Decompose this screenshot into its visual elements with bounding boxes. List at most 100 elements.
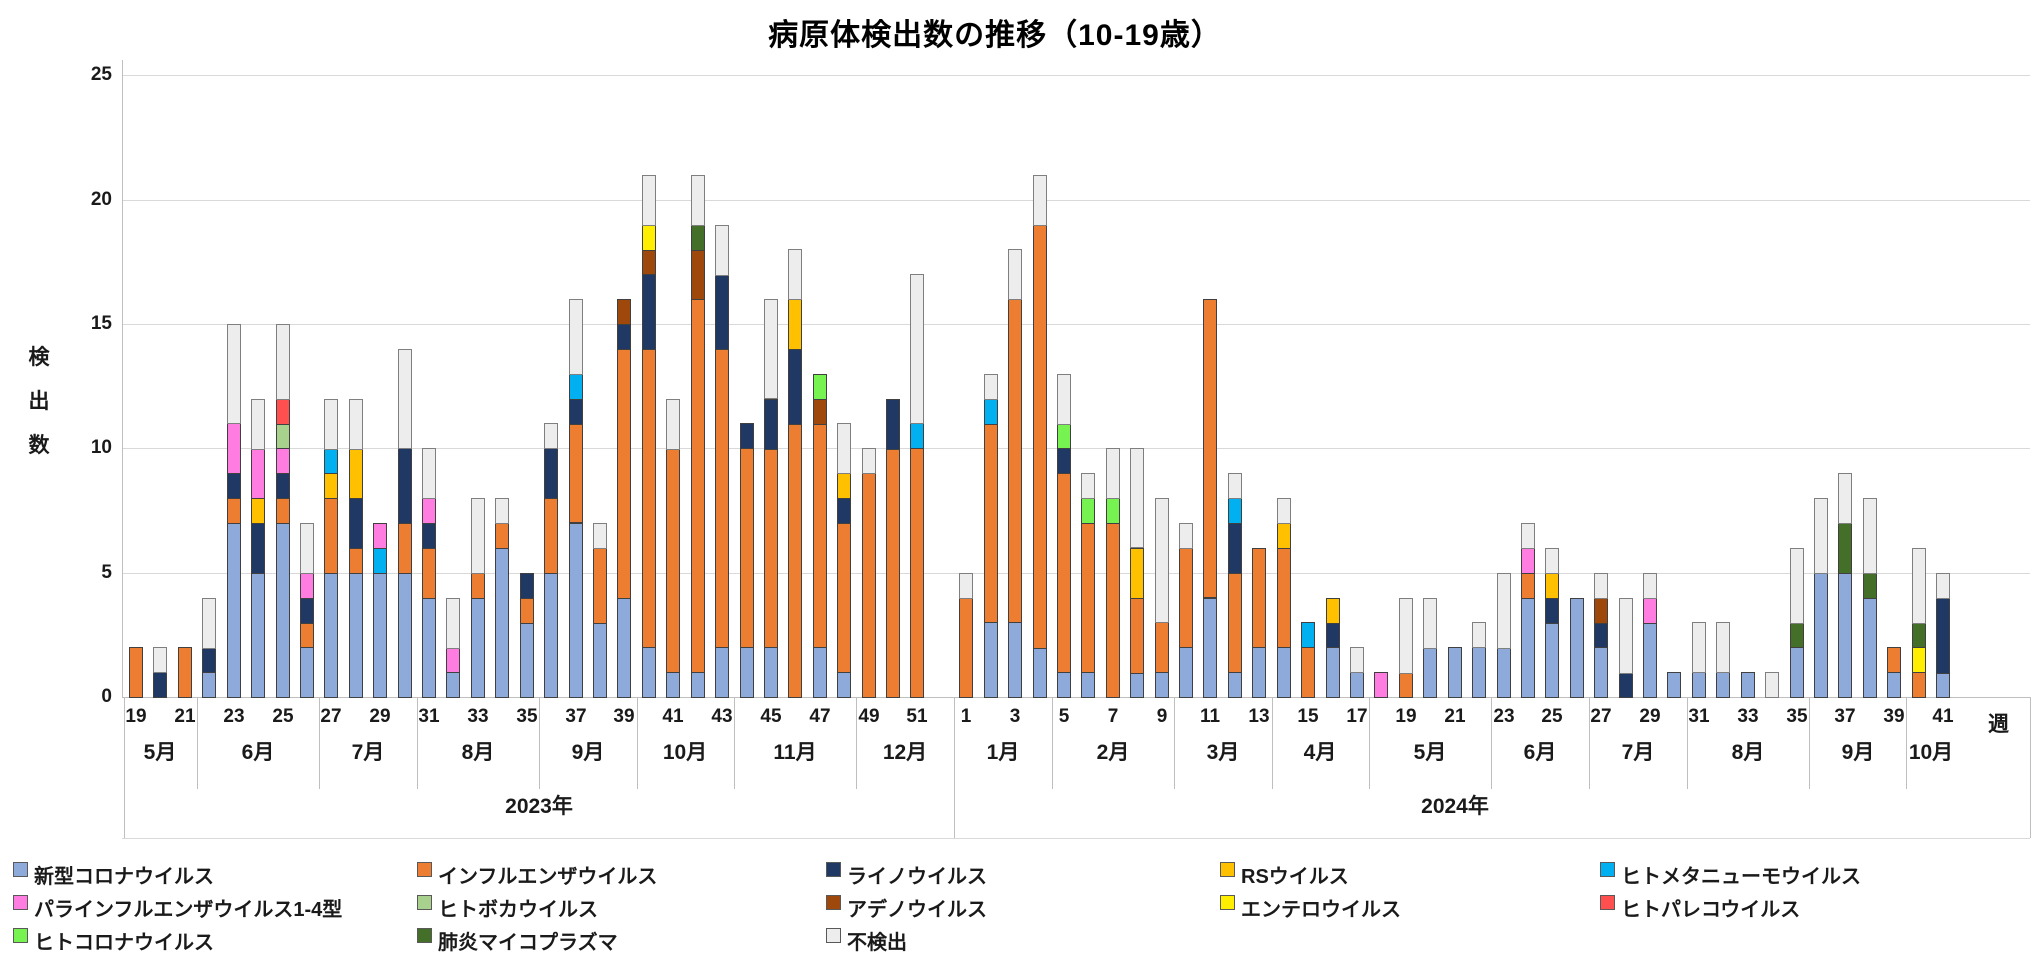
bar-segment-none [1106, 448, 1120, 499]
bar-segment-covid [544, 573, 558, 698]
bar-segment-flu [764, 448, 778, 648]
week-tick-label: 31 [418, 706, 440, 727]
month-label: 11月 [773, 741, 817, 764]
month-label: 1月 [986, 741, 1020, 764]
bar-segment-hmpv [324, 448, 338, 474]
bar-segment-covid [1423, 647, 1437, 698]
bar-segment-covid [1326, 647, 1340, 698]
bar-segment-rhino [1619, 672, 1633, 698]
bar-segment-flu [740, 448, 754, 648]
bar-segment-covid [495, 548, 509, 698]
month-separator [734, 697, 735, 789]
bar-segment-none [1033, 175, 1047, 226]
week-tick-label: 45 [760, 706, 782, 727]
month-label: 4月 [1303, 741, 1337, 764]
legend-label-myco: 肺炎マイコプラズマ [438, 932, 618, 954]
bar-segment-covid [1081, 672, 1095, 698]
legend-label-boca: ヒトボカウイルス [438, 899, 598, 921]
month-separator [417, 697, 418, 789]
bar-segment-flu [910, 448, 924, 698]
bar-segment-flu [276, 498, 290, 524]
bar-segment-none [1081, 473, 1095, 499]
bar-segment-rhino [422, 523, 436, 549]
legend-swatch-adeno [826, 895, 841, 910]
bar-segment-rhino [202, 647, 216, 673]
bar-segment-covid [1350, 672, 1364, 698]
bar-segment-rhino [764, 399, 778, 450]
x-axis-unit-label: 週 [1988, 713, 2009, 736]
bar-segment-para [1374, 672, 1388, 698]
bar-segment-none [446, 598, 460, 649]
legend-swatch-entero [1220, 895, 1235, 910]
legend-swatch-myco [417, 928, 432, 943]
bar-segment-para [1643, 598, 1657, 624]
legend-swatch-none [826, 928, 841, 943]
month-label: 9月 [1841, 741, 1875, 764]
bar-segment-covid [691, 672, 705, 698]
bar-segment-flu [569, 423, 583, 523]
bar-segment-none [862, 448, 876, 474]
year-separator [954, 697, 955, 838]
week-tick-label: 41 [662, 706, 684, 727]
bar-segment-none [153, 647, 167, 673]
month-separator [1589, 697, 1590, 789]
chart-title: 病原体検出数の推移（10-19歳） [768, 19, 1222, 52]
bar-segment-none [764, 299, 778, 399]
bar-segment-none [471, 498, 485, 574]
bar-segment-flu [715, 349, 729, 648]
bar-segment-none [1350, 647, 1364, 673]
bar-segment-covid [1008, 622, 1022, 698]
week-tick-label: 27 [320, 706, 342, 727]
bar-segment-rhino [715, 274, 729, 350]
legend-swatch-para [13, 895, 28, 910]
bar-segment-flu [1106, 523, 1120, 698]
bar-segment-none [1692, 622, 1706, 673]
bar-segment-hcov [1081, 498, 1095, 524]
bar-segment-none [715, 225, 729, 276]
y-tick-label: 25 [90, 64, 112, 85]
legend-label-pareco: ヒトパレコウイルス [1621, 899, 1801, 921]
bar-segment-flu [1399, 672, 1413, 698]
bar-segment-covid [1277, 647, 1291, 698]
bar-segment-hmpv [910, 423, 924, 449]
week-tick-label: 19 [1395, 706, 1417, 727]
bar-segment-rhino [1594, 622, 1608, 648]
bar-segment-none [666, 399, 680, 450]
bar-segment-myco [1838, 523, 1852, 574]
legend-swatch-hmpv [1600, 862, 1615, 877]
month-label: 6月 [241, 741, 275, 764]
bar-segment-none [1130, 448, 1144, 548]
bar-segment-covid [642, 647, 656, 698]
week-tick-label: 29 [369, 706, 391, 727]
week-tick-label: 29 [1639, 706, 1661, 727]
bar-segment-rhino [398, 448, 412, 524]
bar-segment-none [1790, 548, 1804, 624]
bar-segment-covid [715, 647, 729, 698]
bar-segment-flu [1179, 548, 1193, 648]
bar-segment-covid [1814, 573, 1828, 698]
bar-segment-myco [691, 225, 705, 251]
bar-segment-covid [764, 647, 778, 698]
bar-segment-none [910, 274, 924, 424]
week-tick-label: 33 [467, 706, 489, 727]
week-tick-label: 23 [1493, 706, 1515, 727]
bar-segment-rs [324, 473, 338, 499]
gridline [122, 448, 2030, 449]
bar-segment-none [1545, 548, 1559, 574]
bar-segment-para [276, 448, 290, 474]
bar-segment-flu [1301, 647, 1315, 698]
bar-segment-none [984, 374, 998, 400]
bar-segment-covid [300, 647, 314, 698]
bar-segment-none [1912, 548, 1926, 624]
bar-segment-rs [1277, 523, 1291, 549]
legend-label-adeno: アデノウイルス [847, 899, 987, 921]
bar-segment-flu [1277, 548, 1291, 648]
bar-segment-covid [251, 573, 265, 698]
bar-segment-flu [544, 498, 558, 574]
bar-segment-covid [837, 672, 851, 698]
bar-segment-covid [446, 672, 460, 698]
legend-swatch-boca [417, 895, 432, 910]
x-axis-line [122, 697, 2030, 698]
legend-label-hmpv: ヒトメタニューモウイルス [1621, 866, 1861, 888]
bar-segment-covid [471, 598, 485, 698]
